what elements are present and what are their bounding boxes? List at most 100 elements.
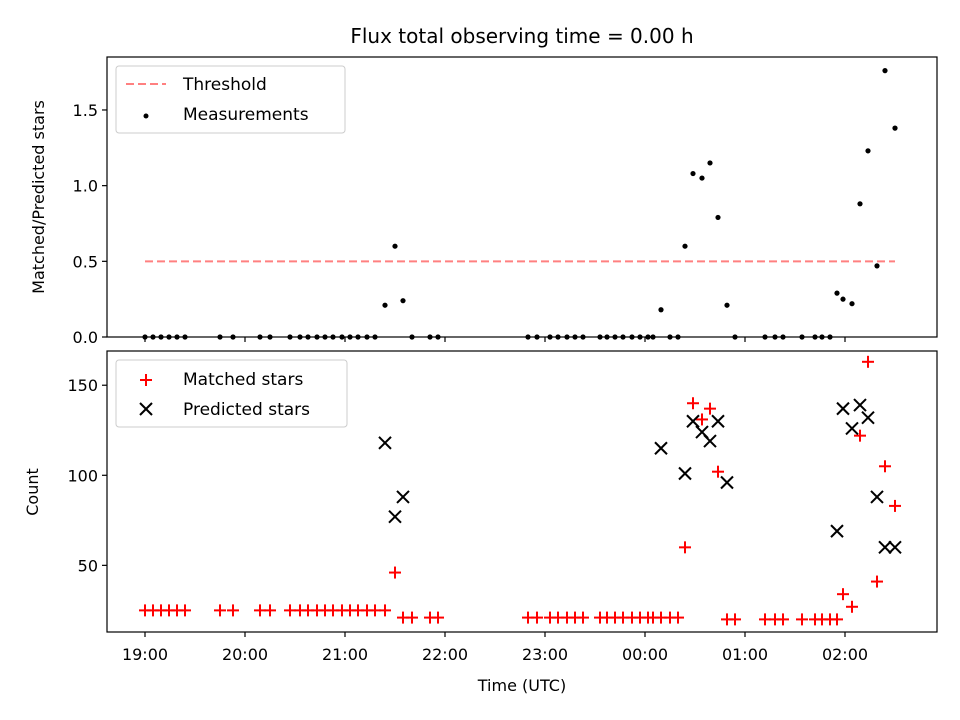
- legend-measurements-marker: [143, 113, 149, 119]
- legend-matched-marker: [140, 374, 152, 386]
- predicted-star-point: [388, 510, 402, 524]
- chart-title: Flux total observing time = 0.00 h: [350, 24, 693, 48]
- matched-star-point: [777, 613, 789, 626]
- measurement-point: [840, 296, 846, 302]
- matched-star-point: [672, 611, 684, 624]
- measurement-point: [724, 302, 730, 308]
- predicted-star-point: [396, 490, 410, 504]
- matched-star-point: [846, 600, 858, 613]
- predicted-star-point: [861, 410, 875, 425]
- measurement-point: [715, 214, 721, 221]
- matched-star-point: [712, 465, 724, 478]
- xtick-label: 22:00: [422, 645, 468, 664]
- measurement-point: [865, 148, 871, 154]
- predicted-star-point: [830, 524, 844, 538]
- matched-star-point: [227, 604, 239, 617]
- matched-star-point: [854, 429, 866, 442]
- ytick-label: 1.0: [73, 177, 98, 196]
- bottom-marks: [139, 355, 902, 626]
- predicted-star-point: [378, 436, 392, 450]
- matched-star-point: [389, 566, 401, 579]
- measurement-point: [707, 160, 713, 166]
- top-legend: Threshold Measurements: [115, 65, 346, 134]
- xtick-label: 19:00: [122, 645, 168, 664]
- legend-predicted-label: Predicted stars: [183, 400, 310, 420]
- predicted-star-point: [686, 414, 700, 428]
- xtick-label: 23:00: [522, 645, 568, 664]
- ytick-label: 150: [67, 376, 98, 395]
- measurement-point: [658, 307, 664, 313]
- predicted-star-point: [654, 441, 668, 455]
- matched-star-point: [862, 355, 874, 368]
- measurement-point: [892, 125, 898, 131]
- matched-star-point: [577, 611, 589, 624]
- matched-star-point: [871, 575, 883, 588]
- measurement-point: [874, 263, 880, 269]
- legend-threshold-label: Threshold: [182, 75, 267, 95]
- matched-star-point: [214, 604, 226, 617]
- measurement-point: [849, 301, 855, 307]
- matched-star-point: [679, 541, 691, 554]
- measurement-point: [834, 290, 840, 296]
- matched-star-point: [831, 613, 843, 626]
- ytick-label: 0.5: [73, 252, 98, 271]
- ytick-label: 1.5: [73, 101, 98, 120]
- top-ylabel: Matched/Predicted stars: [29, 100, 48, 294]
- predicted-star-point: [878, 540, 892, 555]
- bottom-legend: Matched stars Predicted stars: [115, 359, 348, 428]
- matched-star-point: [406, 611, 418, 624]
- measurement-point: [699, 175, 705, 181]
- ytick-label: 0.0: [73, 328, 98, 347]
- legend-predicted-marker: [139, 402, 153, 416]
- matched-star-point: [179, 604, 191, 617]
- measurement-point: [682, 243, 688, 249]
- bottom-axes-frame: [106, 350, 938, 633]
- legend-matched-label: Matched stars: [183, 370, 303, 390]
- predicted-star-point: [678, 466, 692, 481]
- bottom-xticks: 19:00 20:00 21:00 22:00 23:00 00:00 01:00 02:00: [122, 632, 868, 664]
- bottom-panel: 50 100 150 19:00 20:00 21:00 22:00 23:00 00:00 0…: [23, 350, 938, 695]
- predicted-star-point: [845, 421, 859, 436]
- matched-star-point: [696, 413, 708, 426]
- matched-star-point: [264, 604, 276, 617]
- measurement-point: [392, 243, 398, 249]
- measurement-point: [882, 68, 888, 74]
- matched-star-point: [432, 611, 444, 624]
- matched-star-point: [704, 402, 716, 415]
- matched-star-point: [531, 611, 543, 624]
- measurement-point: [400, 298, 406, 304]
- predicted-star-point: [853, 398, 867, 412]
- predicted-star-point: [703, 434, 717, 448]
- matched-star-point: [837, 588, 849, 601]
- ytick-label: 100: [67, 466, 98, 485]
- predicted-star-point: [711, 414, 725, 428]
- bottom-xlabel: Time (UTC): [477, 676, 566, 695]
- matched-star-point: [889, 499, 901, 512]
- ytick-label: 50: [78, 556, 98, 575]
- predicted-star-point: [870, 490, 884, 504]
- matched-star-point: [379, 604, 391, 617]
- measurement-point: [690, 170, 696, 177]
- top-panel: 0.0 0.5 1.0 1.5 Matched/Predicted stars Thr…: [29, 56, 938, 347]
- top-axes-frame: [106, 56, 938, 338]
- bottom-legend-frame: [115, 359, 348, 428]
- matched-star-point: [729, 613, 741, 626]
- matched-star-point: [879, 460, 891, 473]
- predicted-star-point: [836, 401, 850, 416]
- xtick-label: 01:00: [722, 645, 768, 664]
- top-yticks: 0.0 0.5 1.0 1.5: [73, 101, 107, 347]
- legend-measurements-label: Measurements: [183, 105, 309, 125]
- matched-star-point: [687, 397, 699, 410]
- predicted-star-point: [888, 540, 902, 555]
- measurement-point: [382, 302, 388, 308]
- xtick-label: 20:00: [222, 645, 268, 664]
- measurement-point: [857, 201, 863, 207]
- bottom-ylabel: Count: [23, 468, 42, 516]
- top-legend-frame: [115, 65, 346, 134]
- xtick-label: 02:00: [822, 645, 868, 664]
- matched-star-point: [796, 613, 808, 626]
- top-xticks: [144, 337, 846, 342]
- xtick-label: 21:00: [322, 645, 368, 664]
- xtick-label: 00:00: [622, 645, 668, 664]
